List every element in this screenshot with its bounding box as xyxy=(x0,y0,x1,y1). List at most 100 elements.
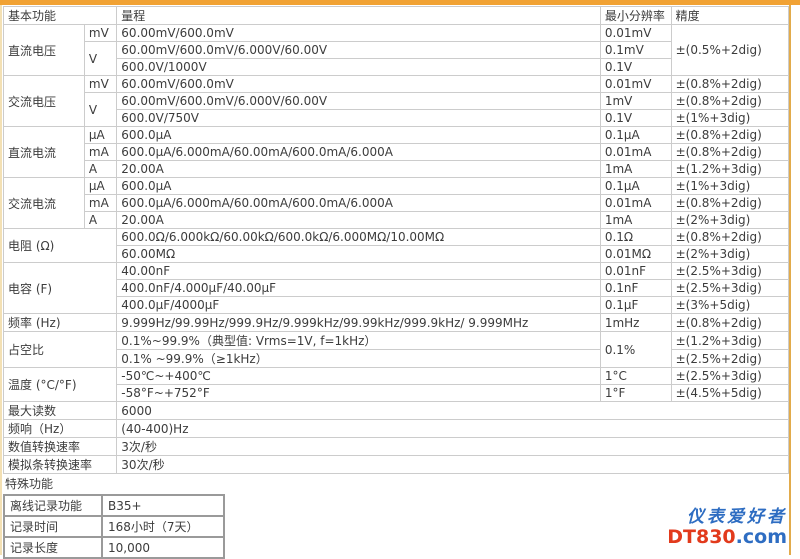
range-cell: 9.999Hz/99.99Hz/999.9Hz/9.999kHz/99.99kH… xyxy=(116,313,601,332)
resolution-cell: 0.1Ω xyxy=(599,228,672,246)
col-header-function: 基本功能 xyxy=(2,6,118,25)
accuracy-cell: ±(0.8%+2dig) xyxy=(670,92,790,110)
row-label-ac-voltage: 交流电压 xyxy=(3,75,85,127)
table-row: mA 600.0µA/6.000mA/60.00mA/600.0mA/6.000… xyxy=(4,143,790,161)
accuracy-cell: ±(2.5%+3dig) xyxy=(670,367,790,385)
table-row: 电阻 (Ω) 600.0Ω/6.000kΩ/60.00kΩ/600.0kΩ/6.… xyxy=(2,228,790,263)
resolution-cell: 0.1% xyxy=(599,331,672,368)
row-label-dc-current: 直流电流 xyxy=(3,126,85,178)
accuracy-cell: ±(0.8%+2dig) xyxy=(670,313,790,332)
value-cell: 6000 xyxy=(116,401,789,420)
accuracy-cell: ±(3%+5dig) xyxy=(670,296,790,314)
resolution-cell: 0.1V xyxy=(599,58,672,76)
unit-cell: µA xyxy=(83,126,118,144)
resolution-cell: 0.01mV xyxy=(599,75,672,93)
resolution-cell: 0.01mA xyxy=(599,143,672,161)
value-cell: (40-400)Hz xyxy=(116,419,789,438)
accuracy-cell: ±(2.5%+3dig) xyxy=(670,262,790,280)
watermark-site-name: 仪表爱好者 xyxy=(687,507,787,528)
table-row: 离线记录功能 B35+ xyxy=(4,495,224,516)
row-label-dc-voltage: 直流电压 xyxy=(3,24,85,76)
row-label-capacitance: 电容 (F) xyxy=(2,262,118,314)
table-row: 60.00MΩ 0.01MΩ ±(2%+3dig) xyxy=(4,245,790,263)
accuracy-cell: ±(0.8%+2dig) xyxy=(670,228,790,246)
range-cell: 60.00mV/600.0mV/6.000V/60.00V xyxy=(116,92,601,110)
unit-cell: V xyxy=(83,92,118,127)
col-header-accuracy: 精度 xyxy=(670,6,790,25)
table-row: A 20.00A 1mA ±(2%+3dig) xyxy=(4,211,790,229)
accuracy-cell: ±(0.8%+2dig) xyxy=(670,75,790,93)
resolution-cell: 0.1µF xyxy=(599,296,672,314)
table-row: 电容 (F) 40.00nF 0.01nF ±(2.5%+3dig) xyxy=(2,262,790,314)
table-row: 频响（Hz） (40-400)Hz xyxy=(2,419,789,438)
col-header-resolution: 最小分辨率 xyxy=(599,6,672,25)
col-header-range: 量程 xyxy=(116,6,601,25)
table-row: 直流电流 µA 600.0µA 0.1µA ±(0.8%+2dig) xyxy=(3,126,790,178)
range-cell: 60.00mV/600.0mV xyxy=(116,75,601,93)
unit-cell: µA xyxy=(83,177,118,195)
range-cell: 400.0nF/4.000µF/40.00µF xyxy=(116,279,601,297)
accuracy-cell: ±(0.8%+2dig) xyxy=(670,194,790,212)
spec-header-row: 基本功能 量程 最小分辨率 精度 xyxy=(2,6,790,25)
unit-cell: mA xyxy=(83,143,118,161)
range-cell: 600.0Ω/6.000kΩ/60.00kΩ/600.0kΩ/6.000MΩ/1… xyxy=(116,228,601,246)
table-row: 频率 (Hz) 9.999Hz/99.99Hz/999.9Hz/9.999kHz… xyxy=(2,313,790,332)
table-row: 600.0V/1000V 0.1V xyxy=(4,58,789,76)
range-cell: 600.0V/750V xyxy=(116,109,601,127)
resolution-cell: 1mA xyxy=(599,211,672,229)
resolution-cell: 0.1µA xyxy=(599,126,672,144)
range-cell: 600.0V/1000V xyxy=(116,58,601,76)
special-functions-table: 离线记录功能 B35+ 记录时间 168小时（7天） 记录长度 10,000 xyxy=(3,494,225,559)
accuracy-cell: ±(1%+3dig) xyxy=(670,177,790,195)
table-row: 400.0µF/4000µF 0.1µF ±(3%+5dig) xyxy=(4,296,790,314)
table-row: -58°F~+752°F 1°F ±(4.5%+5dig) xyxy=(4,384,790,402)
unit-cell: mA xyxy=(83,194,118,212)
table-row: 数值转换速率 3次/秒 xyxy=(2,437,789,456)
value-cell: 30次/秒 xyxy=(116,455,789,474)
table-row: mA 600.0µA/6.000mA/60.00mA/600.0mA/6.000… xyxy=(4,194,790,212)
accuracy-cell: ±(4.5%+5dig) xyxy=(670,384,790,402)
table-row: V 60.00mV/600.0mV/6.000V/60.00V 0.1mV xyxy=(4,41,789,76)
watermark: 仪表爱好者 DT830.com xyxy=(667,508,787,548)
page-content: 基本功能 量程 最小分辨率 精度 直流电压 mV 60.00mV/600.0mV… xyxy=(2,6,790,559)
special-value-cell: 168小时（7天） xyxy=(102,516,224,537)
resolution-cell: 0.1mV xyxy=(599,41,672,59)
table-row: A 20.00A 1mA ±(1.2%+3dig) xyxy=(4,160,790,178)
table-row: 占空比 0.1%~99.9%（典型值: Vrms=1V, f=1kHz） 0.1… xyxy=(2,331,790,368)
unit-cell: A xyxy=(83,211,118,229)
range-cell: 40.00nF xyxy=(116,262,601,280)
resolution-cell: 0.1V xyxy=(599,109,672,127)
accuracy-cell: ±(0.8%+2dig) xyxy=(670,126,790,144)
table-row: 温度 (°C/°F) -50℃~+400℃ 1°C ±(2.5%+3dig) xyxy=(2,367,790,402)
accuracy-cell: ±(1.2%+3dig) xyxy=(670,160,790,178)
resolution-cell: 0.01nF xyxy=(599,262,672,280)
range-cell: 0.1% ~99.9%（≥1kHz） xyxy=(116,349,601,368)
accuracy-cell: ±(2%+3dig) xyxy=(670,245,790,263)
row-label-max-reading: 最大读数 xyxy=(2,401,118,420)
table-row: 交流电压 mV 60.00mV/600.0mV 0.01mV ±(0.8%+2d… xyxy=(3,75,790,127)
resolution-cell: 0.1nF xyxy=(599,279,672,297)
accuracy-cell: ±(2.5%+2dig) xyxy=(670,349,790,368)
accuracy-cell: ±(0.5%+2dig) xyxy=(670,24,790,76)
resolution-cell: 0.01MΩ xyxy=(599,245,672,263)
special-functions-title: 特殊功能 xyxy=(5,477,54,491)
watermark-brand: DT830 xyxy=(667,526,736,549)
range-cell: 600.0µA xyxy=(116,177,601,195)
row-label-frequency: 频率 (Hz) xyxy=(2,313,118,332)
table-row: 400.0nF/4.000µF/40.00µF 0.1nF ±(2.5%+3di… xyxy=(4,279,790,297)
watermark-tld: .com xyxy=(735,526,787,549)
accuracy-cell: ±(2%+3dig) xyxy=(670,211,790,229)
resolution-cell: 0.01mV xyxy=(599,24,672,42)
range-cell: 60.00mV/600.0mV xyxy=(116,24,601,42)
accuracy-cell: ±(1%+3dig) xyxy=(670,109,790,127)
unit-cell: mV xyxy=(83,75,118,93)
table-row: 模拟条转换速率 30次/秒 xyxy=(2,455,789,474)
table-row: 600.0V/750V 0.1V ±(1%+3dig) xyxy=(4,109,790,127)
range-cell: 400.0µF/4000µF xyxy=(116,296,601,314)
left-accent-line xyxy=(0,5,2,555)
row-label-resistance: 电阻 (Ω) xyxy=(2,228,118,263)
range-cell: 600.0µA/6.000mA/60.00mA/600.0mA/6.000A xyxy=(116,143,601,161)
right-accent-line xyxy=(789,5,791,555)
unit-cell: A xyxy=(83,160,118,178)
table-row: 交流电流 µA 600.0µA 0.1µA ±(1%+3dig) xyxy=(3,177,790,229)
